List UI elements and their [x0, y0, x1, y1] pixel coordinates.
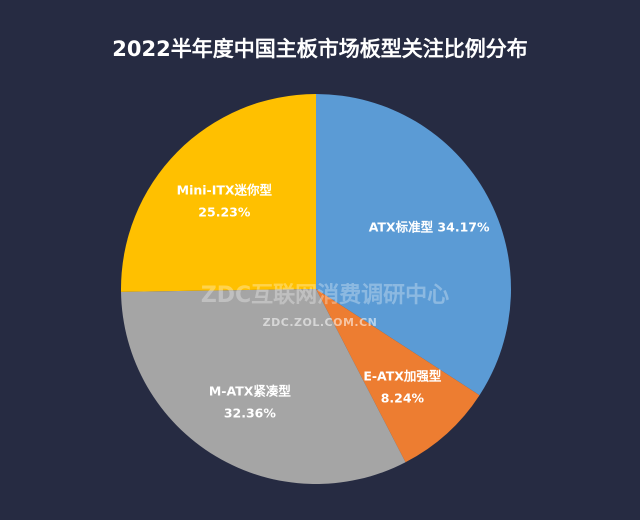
watermark-url: ZDC.ZOL.COM.CN [263, 316, 378, 329]
pie-slice-m-atx [121, 289, 406, 485]
pie-slice-atx [316, 94, 511, 396]
slice-label-atx: ATX标准型 34.17% [369, 220, 490, 235]
pie-slice-mini-itx [121, 94, 316, 292]
pie-slices [121, 94, 511, 485]
watermark-main: ZDC互联网消费调研中心 [201, 283, 449, 308]
pie-slice-e-atx [316, 289, 480, 463]
slice-label-e-atx: E-ATX加强型 8.24% [363, 368, 442, 405]
slice-label-m-atx: M-ATX紧凑型 32.36% [209, 383, 291, 420]
slice-labels: ATX标准型 34.17% E-ATX加强型 8.24% M-ATX紧凑型 32.36%… [177, 183, 490, 421]
chart-title: 2022半年度中国主板市场板型关注比例分布 [112, 37, 527, 61]
slice-label-mini-itx: Mini-ITX迷你型 25.23% [177, 183, 273, 220]
